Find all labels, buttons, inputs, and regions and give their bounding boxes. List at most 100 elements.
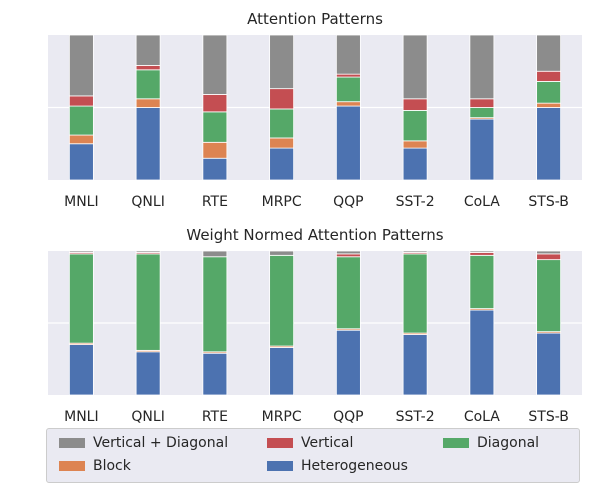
bar-segment-heterogeneous-sts-b (536, 332, 562, 396)
bar-segment-diagonal-sts-b (536, 259, 562, 333)
bar-segment-heterogeneous-qqp (335, 329, 361, 396)
bar-segment-block-rte (202, 141, 228, 159)
bar-segment-diagonal-cola (469, 107, 495, 119)
bar-segment-block-sts-b (536, 102, 562, 108)
bar-segment-vertical-diagonal-qnli (135, 250, 161, 253)
bar-segment-vertical-diagonal-mrpc (269, 34, 295, 90)
x-tick-label: QQP (333, 194, 363, 210)
bar-segment-diagonal-mnli (68, 105, 94, 136)
bar-segment-diagonal-rte (202, 256, 228, 353)
bar-segment-diagonal-sst-2 (402, 110, 428, 142)
x-tick-label: QQP (333, 409, 363, 425)
bar-segment-vertical-qqp (335, 253, 361, 258)
bar-segment-diagonal-rte (202, 111, 228, 143)
bar-segment-vertical-qqp (335, 73, 361, 78)
legend-swatch (59, 461, 85, 471)
bar-segment-vertical-qnli (135, 65, 161, 71)
x-tick-label: MNLI (64, 409, 98, 425)
x-tick-label: RTE (202, 409, 228, 425)
bar-segment-diagonal-mrpc (269, 108, 295, 139)
bar-segment-vertical-mnli (68, 95, 94, 107)
bar-segment-vertical-diagonal-mnli (68, 250, 94, 253)
bar-segment-heterogeneous-sst-2 (402, 147, 428, 181)
bar-segment-heterogeneous-rte (202, 157, 228, 181)
bar-segment-vertical-diagonal-rte (202, 250, 228, 258)
chart-title: Attention Patterns (247, 10, 383, 28)
bar-segment-block-qnli (135, 98, 161, 108)
bar-segment-block-qqp (335, 101, 361, 107)
bar-segment-diagonal-mnli (68, 253, 94, 344)
bar-segment-vertical-cola (469, 252, 495, 256)
bar-segment-heterogeneous-rte (202, 352, 228, 396)
x-tick-label: MRPC (262, 409, 302, 425)
bar-segment-diagonal-cola (469, 254, 495, 310)
legend-swatch (267, 461, 293, 471)
legend-item-diagonal: Diagonal (443, 435, 539, 451)
legend-label: Vertical + Diagonal (93, 435, 229, 451)
x-tick-label: SST-2 (396, 409, 435, 425)
x-tick-label: CoLA (464, 194, 500, 210)
legend-item-heterogeneous: Heterogeneous (267, 458, 408, 474)
bar-segment-vertical-cola (469, 98, 495, 108)
bar-segment-vertical-sts-b (536, 70, 562, 82)
legend-label: Block (93, 458, 131, 474)
bar-segment-heterogeneous-cola (469, 118, 495, 181)
legend-item-vertical-diagonal: Vertical + Diagonal (59, 435, 228, 451)
legend-label: Heterogeneous (301, 458, 408, 474)
chart-title: Weight Normed Attention Patterns (186, 226, 443, 244)
bar-segment-vertical-diagonal-qqp (335, 250, 361, 255)
x-tick-label: STS-B (528, 409, 568, 425)
bar-segment-heterogeneous-qnli (135, 351, 161, 396)
bar-segment-vertical-mrpc (269, 88, 295, 110)
bar-segment-vertical-diagonal-sts-b (536, 34, 562, 72)
bar-segment-heterogeneous-cola (469, 309, 495, 396)
bar-segment-vertical-diagonal-qqp (335, 34, 361, 75)
bar-segment-diagonal-sst-2 (402, 253, 428, 334)
bar-segment-vertical-diagonal-qnli (135, 34, 161, 66)
legend-item-block: Block (59, 458, 131, 474)
x-tick-label: SST-2 (396, 194, 435, 210)
bar-segment-vertical-diagonal-sst-2 (402, 250, 428, 253)
x-tick-label: QNLI (131, 194, 164, 210)
legend: Vertical + Diagonal Vertical Diagonal Bl… (46, 428, 580, 483)
legend-item-vertical: Vertical (267, 435, 353, 451)
bar-segment-vertical-diagonal-rte (202, 34, 228, 95)
bar-segment-vertical-rte (202, 94, 228, 113)
bar-segment-heterogeneous-mrpc (269, 347, 295, 396)
bar-segment-heterogeneous-mnli (68, 143, 94, 181)
bar-segment-block-mnli (68, 134, 94, 145)
bar-segment-vertical-diagonal-mrpc (269, 250, 295, 256)
bar-segment-heterogeneous-qqp (335, 105, 361, 181)
bar-segment-block-sst-2 (402, 140, 428, 149)
bar-segment-heterogeneous-qnli (135, 107, 161, 181)
bar-segment-diagonal-sts-b (536, 81, 562, 104)
chart-panel-2: MNLI QNLI RTE MRPC QQP SST-2 CoLA STS-B Weight N… (48, 226, 582, 425)
x-tick-label: RTE (202, 194, 228, 210)
bar-segment-block-mrpc (269, 137, 295, 149)
bar-segment-vertical-diagonal-sts-b (536, 250, 562, 255)
bar-segment-vertical-diagonal-cola (469, 34, 495, 100)
legend-swatch (267, 438, 293, 448)
bar-segment-vertical-diagonal-mnli (68, 34, 94, 97)
legend-swatch (59, 438, 85, 448)
x-tick-label: MNLI (64, 194, 98, 210)
bar-segment-diagonal-qqp (335, 256, 361, 330)
legend-swatch (443, 438, 469, 448)
bar-segment-diagonal-mrpc (269, 254, 295, 347)
bar-segment-heterogeneous-mnli (68, 344, 94, 396)
bar-segment-diagonal-qqp (335, 76, 361, 103)
bar-segment-vertical-sts-b (536, 253, 562, 261)
bar-segment-diagonal-qnli (135, 253, 161, 351)
legend-label: Vertical (301, 435, 354, 451)
x-tick-label: QNLI (131, 409, 164, 425)
bar-segment-vertical-diagonal-cola (469, 250, 495, 253)
bar-segment-heterogeneous-mrpc (269, 147, 295, 181)
chart-panel-1: MNLI QNLI RTE MRPC QQP SST-2 CoLA STS-B Attentio… (48, 10, 582, 210)
bar-segment-heterogeneous-sst-2 (402, 334, 428, 396)
legend-label: Diagonal (477, 435, 540, 451)
bar-segment-vertical-diagonal-sst-2 (402, 34, 428, 100)
bar-segment-heterogeneous-sts-b (536, 107, 562, 181)
bar-segment-vertical-sst-2 (402, 98, 428, 111)
x-tick-label: STS-B (528, 194, 568, 210)
